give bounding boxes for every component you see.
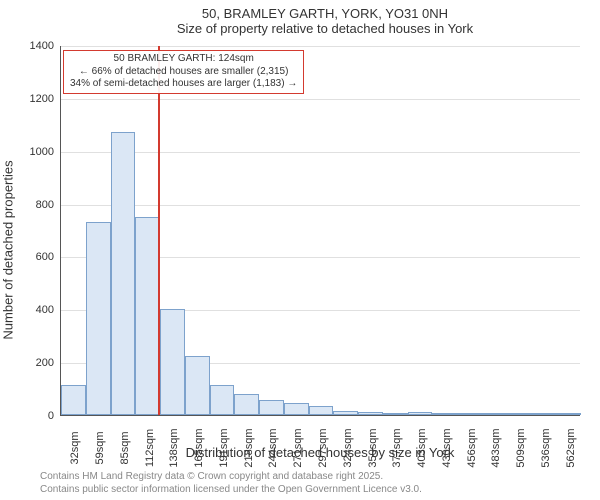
plot-area: 32sqm59sqm85sqm112sqm138sqm165sqm191sqm2… <box>60 46 580 416</box>
y-tick-label: 1000 <box>0 146 54 158</box>
histogram-bar <box>383 413 408 415</box>
y-tick-label: 1200 <box>0 93 54 105</box>
histogram-bar <box>482 413 507 415</box>
histogram-bar <box>309 406 334 415</box>
y-tick-label: 400 <box>0 304 54 316</box>
attribution-line-2: Contains public sector information licen… <box>40 484 422 497</box>
annotation-line: 34% of semi-detached houses are larger (… <box>70 78 297 91</box>
annotation-line: 50 BRAMLEY GARTH: 124sqm <box>70 53 297 66</box>
y-tick-label: 200 <box>0 357 54 369</box>
marker-line <box>158 46 160 415</box>
histogram-bar <box>333 411 358 415</box>
histogram-bar <box>408 412 433 415</box>
title-line-1: 50, BRAMLEY GARTH, YORK, YO31 0NH <box>60 6 590 21</box>
histogram-bar <box>185 356 210 415</box>
marker-annotation: 50 BRAMLEY GARTH: 124sqm← 66% of detache… <box>63 50 304 94</box>
y-tick-label: 1400 <box>0 40 54 52</box>
chart-title: 50, BRAMLEY GARTH, YORK, YO31 0NH Size o… <box>60 6 590 36</box>
y-tick-label: 0 <box>0 410 54 422</box>
bars-layer <box>61 46 580 415</box>
histogram-bar <box>432 413 457 415</box>
histogram-bar <box>507 413 532 415</box>
attribution: Contains HM Land Registry data © Crown c… <box>40 471 422 496</box>
y-tick-label: 800 <box>0 199 54 211</box>
histogram-bar <box>531 413 556 415</box>
histogram-bar <box>111 132 136 415</box>
histogram-bar <box>160 309 185 415</box>
histogram-bar <box>210 385 235 415</box>
attribution-line-1: Contains HM Land Registry data © Crown c… <box>40 471 422 484</box>
x-axis-label: Distribution of detached houses by size … <box>60 445 580 460</box>
histogram-bar <box>457 413 482 415</box>
histogram-bar <box>358 412 383 415</box>
histogram-bar <box>284 403 309 415</box>
histogram-bar <box>556 413 581 415</box>
histogram-bar <box>86 222 111 415</box>
annotation-line: ← 66% of detached houses are smaller (2,… <box>70 66 297 79</box>
histogram-bar <box>135 217 160 415</box>
y-tick-label: 600 <box>0 251 54 263</box>
histogram-bar <box>234 394 259 415</box>
chart-container: 50, BRAMLEY GARTH, YORK, YO31 0NH Size o… <box>0 0 600 500</box>
histogram-bar <box>259 400 284 415</box>
title-line-2: Size of property relative to detached ho… <box>60 21 590 36</box>
histogram-bar <box>61 385 86 415</box>
